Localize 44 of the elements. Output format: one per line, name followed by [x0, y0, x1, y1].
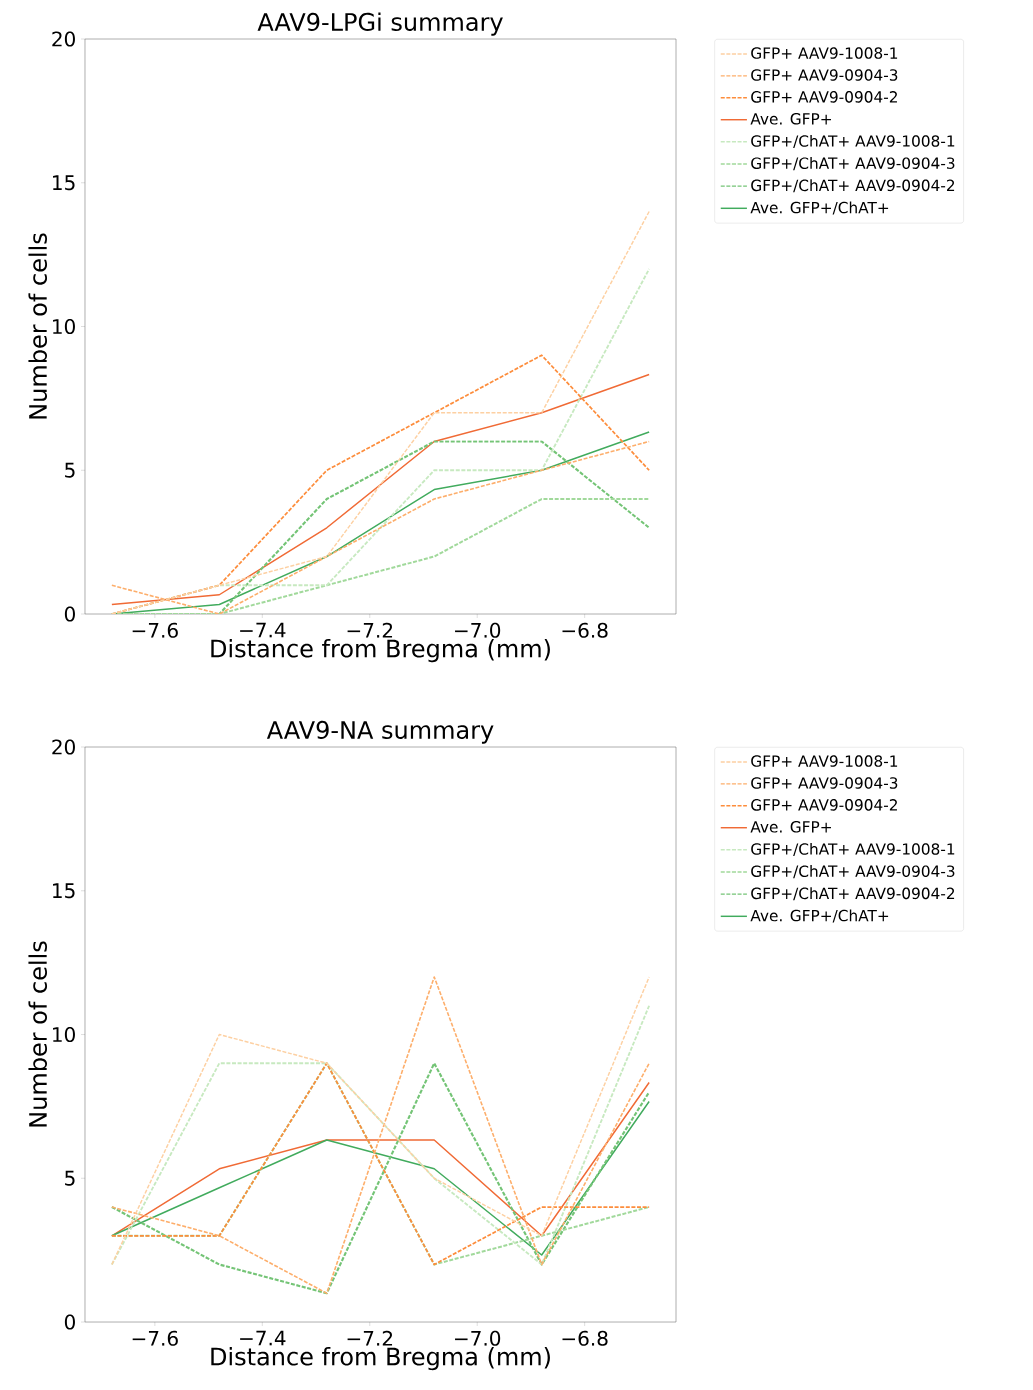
legend-label: GFP+/ChAT+ AAV9-0904-2 — [751, 179, 955, 193]
legend-label: GFP+ AAV9-0904-2 — [751, 91, 897, 103]
y-tick-label: 10 — [53, 1026, 75, 1043]
x-tick-label: −6.8 — [562, 622, 608, 638]
legend-label: GFP+/ChAT+ AAV9-1008-1 — [751, 134, 955, 148]
legend-label: Ave. GFP+ — [750, 113, 831, 125]
chart-title: AAV9-LPGi summary — [257, 12, 503, 36]
legend-label: GFP+/ChAT+ AAV9-0904-2 — [751, 887, 955, 901]
y-tick-label: 20 — [52, 739, 75, 755]
y-tick-label: 0 — [64, 606, 75, 622]
x-tick-label: −7.4 — [240, 1330, 286, 1346]
x-axis-title: Distance from Bregma (mm) — [211, 1347, 550, 1371]
legend-label: GFP+ AAV9-1008-1 — [751, 755, 898, 767]
legend-label: GFP+ AAV9-0904-3 — [751, 69, 898, 81]
legend-label: GFP+ AAV9-1008-1 — [751, 47, 898, 59]
x-tick-label: −7.4 — [240, 622, 286, 638]
x-tick-label: −7.0 — [455, 1330, 501, 1346]
x-tick-label: −7.6 — [132, 1330, 178, 1346]
x-tick-label: −7.6 — [132, 622, 178, 638]
x-tick-label: −7.0 — [455, 622, 501, 638]
legend-label: GFP+/ChAT+ AAV9-1008-1 — [751, 842, 955, 857]
y-tick-label: 20 — [52, 31, 75, 47]
y-tick-label: 5 — [65, 462, 75, 478]
line-series — [111, 1100, 650, 1256]
y-tick-label: 15 — [53, 175, 75, 191]
legend-label: GFP+/ChAT+ AAV9-0904-3 — [751, 157, 955, 171]
y-axis-title: Number of cells — [28, 233, 48, 419]
legend-label: GFP+ AAV9-0904-2 — [751, 799, 897, 811]
y-tick-label: 0 — [64, 1314, 75, 1330]
x-tick-label: −7.2 — [347, 1330, 393, 1346]
line-series — [111, 1081, 650, 1237]
y-tick-label: 10 — [53, 318, 75, 335]
legend-label: Ave. GFP+/ChAT+ — [750, 909, 889, 923]
legend-label: GFP+/ChAT+ AAV9-0904-3 — [751, 865, 955, 879]
x-axis-title: Distance from Bregma (mm) — [211, 639, 550, 663]
y-tick-label: 15 — [53, 883, 75, 899]
x-tick-label: −7.2 — [347, 622, 393, 638]
legend-label: GFP+ AAV9-0904-3 — [751, 777, 898, 789]
x-tick-label: −6.8 — [562, 1330, 608, 1346]
legend-label: Ave. GFP+ — [750, 821, 831, 833]
y-axis-title: Number of cells — [28, 941, 48, 1127]
legend-label: Ave. GFP+/ChAT+ — [750, 201, 889, 215]
chart-title: AAV9-NA summary — [266, 720, 494, 744]
y-tick-label: 5 — [65, 1170, 75, 1186]
